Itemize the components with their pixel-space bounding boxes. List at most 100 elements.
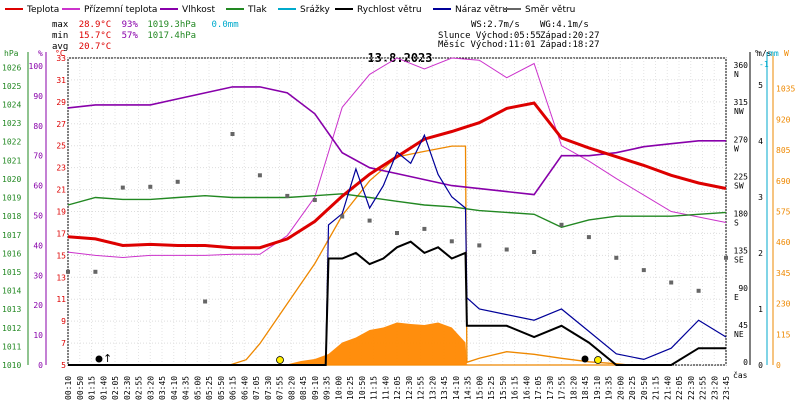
series-smer-point [724, 255, 728, 260]
axis-hpa-tick: 1022 [2, 138, 21, 147]
axis-x-tick: 11:40 [381, 376, 390, 400]
series-smer-point [641, 268, 646, 273]
axis-ms-tick: 3 [758, 193, 763, 202]
axis-pct-tick: 70 [33, 152, 43, 161]
axis-x-tick: 05:00 [193, 376, 202, 400]
axis-dir-label: E [734, 293, 739, 302]
axis-ms-unit: m/s [757, 49, 772, 58]
axis-w-tick: 920 [776, 115, 791, 124]
axis-w-tick: 1035 [776, 85, 795, 94]
axis-x-tick: 03:45 [158, 376, 167, 400]
axis-x-tick: 07:55 [276, 376, 285, 400]
axis-hpa-tick: 1016 [2, 249, 21, 258]
series-smer-point [120, 185, 125, 190]
axis-temp-tick: 23 [56, 164, 66, 173]
axis-x-tick: 20:25 [628, 376, 637, 400]
grid [67, 57, 727, 366]
axis-dir-tick: 45 [738, 321, 748, 330]
axis-x-tick: 22:30 [687, 376, 696, 400]
axis-x-tick: 05:25 [205, 376, 214, 400]
axis-x-tick: 23:20 [710, 376, 719, 400]
axis-hpa-tick: 1021 [2, 156, 21, 165]
axis-x-tick: 19:10 [593, 376, 602, 400]
axis-hpa-tick: 1013 [2, 305, 21, 314]
series-smer-point [504, 247, 509, 252]
axis-x-tick: 20:50 [640, 376, 649, 400]
axis-hpa-tick: 1010 [2, 361, 21, 370]
axis-hpa-tick: 1025 [2, 82, 21, 91]
axis-hpa-tick: 1023 [2, 119, 21, 128]
legend-label-tlak: Tlak [247, 5, 268, 15]
axis-temp-unit: °C [55, 49, 65, 58]
axis-temp-tick: 21 [56, 186, 66, 195]
wind-sun-info: WS:2.7m/s WG:4.1m/s Slunce Východ:05:55 … [438, 20, 600, 50]
axis-w-tick: 690 [776, 177, 791, 186]
axis-pct-tick: 40 [33, 241, 43, 250]
axis-hpa-unit: hPa [4, 49, 19, 58]
axis-w-tick: 805 [776, 146, 791, 155]
axis-pct-tick: 20 [33, 301, 43, 310]
axis-x-tick: 02:30 [123, 376, 132, 400]
axis-w-tick: 345 [776, 269, 791, 278]
legend-label-teplota: Teplota [26, 5, 59, 15]
axis-temp-tick: 7 [61, 339, 66, 348]
axis-w-tick: 460 [776, 238, 791, 247]
axis-hpa-tick: 1011 [2, 342, 21, 351]
axis-x-tick: 09:10 [311, 376, 320, 400]
series-slunce-line [68, 145, 629, 366]
axis-x-tick: 13:20 [428, 376, 437, 400]
axis-x-tick: 07:30 [264, 376, 273, 400]
axis-w-tick: 0 [776, 361, 781, 370]
axis-hpa-tick: 1014 [2, 287, 21, 296]
axis-x-tick: 11:15 [370, 376, 379, 400]
series-smer-point [203, 299, 208, 304]
axis-dir-unit: ° [754, 49, 759, 58]
axis-dir-tick: 360 [734, 61, 749, 70]
legend-label-srazky: Srážky [300, 5, 331, 15]
series-smer-point [66, 269, 70, 274]
axis-hpa-tick: 1012 [2, 324, 21, 333]
axis-ms-tick: 1 [758, 305, 763, 314]
axis-dir-label: NE [734, 330, 744, 339]
axis-pct-tick: 10 [33, 331, 43, 340]
axis-x-tick: 16:40 [522, 376, 531, 400]
axis-x-tick: 06:40 [240, 376, 249, 400]
axis-x-tick: 22:05 [675, 376, 684, 400]
axis-dir-tick: 180 [734, 210, 749, 219]
axis-x-tick: 01:15 [88, 376, 97, 400]
axis-x-tick: 21:40 [663, 376, 672, 400]
axis-mm-unit: mm [769, 49, 779, 58]
series-smer-point [312, 198, 317, 202]
series-naraz-line [68, 133, 727, 366]
axis-x-tick: 16:15 [511, 376, 520, 400]
axis-temp-tick: 11 [56, 295, 66, 304]
axis-x-tick: 01:40 [99, 376, 108, 400]
wind-speed-info: WS:2.7m/s [471, 20, 520, 30]
stats-block: max 28.9°C 93% 1019.3hPa 0.0mm min 15.7°… [52, 20, 239, 52]
wind-gust-info: WG:4.1m/s [540, 20, 589, 30]
axis-w-tick: 575 [776, 208, 791, 217]
axis-temp-tick: 15 [56, 251, 66, 260]
series-smer-point [696, 288, 701, 293]
series-smer-point [477, 243, 482, 248]
axis-dir-tick: 90 [738, 284, 748, 293]
stat-avg: avg 20.7°C [52, 42, 111, 52]
sun-set-info: Západ:20:27 [540, 31, 600, 41]
axis-x-tick: 09:35 [323, 376, 332, 400]
legend-label-rosny_bod: Přízemní teplota [84, 5, 157, 15]
axis-x-tick: 15:50 [499, 376, 508, 400]
axis-dir-label: SE [734, 256, 744, 265]
axis-hpa-tick: 1019 [2, 194, 21, 203]
axis-hpa-tick: 1015 [2, 268, 21, 277]
axis-hpa-tick: 1026 [2, 63, 21, 72]
axis-hpa-tick: 1018 [2, 212, 21, 221]
axis-temp-tick: 27 [56, 120, 66, 129]
axis-x-tick: 06:15 [229, 376, 238, 400]
axis-hpa-tick: 1017 [2, 231, 21, 240]
axis-w-tick: 115 [776, 330, 791, 339]
axis-x-tick: 15:00 [475, 376, 484, 400]
sun-rise-info: Slunce Východ:05:55 [438, 31, 541, 41]
moon-set-info: Západ:18:27 [540, 40, 600, 50]
axis-x-tick: 13:45 [440, 376, 449, 400]
moon-icon [95, 355, 103, 363]
